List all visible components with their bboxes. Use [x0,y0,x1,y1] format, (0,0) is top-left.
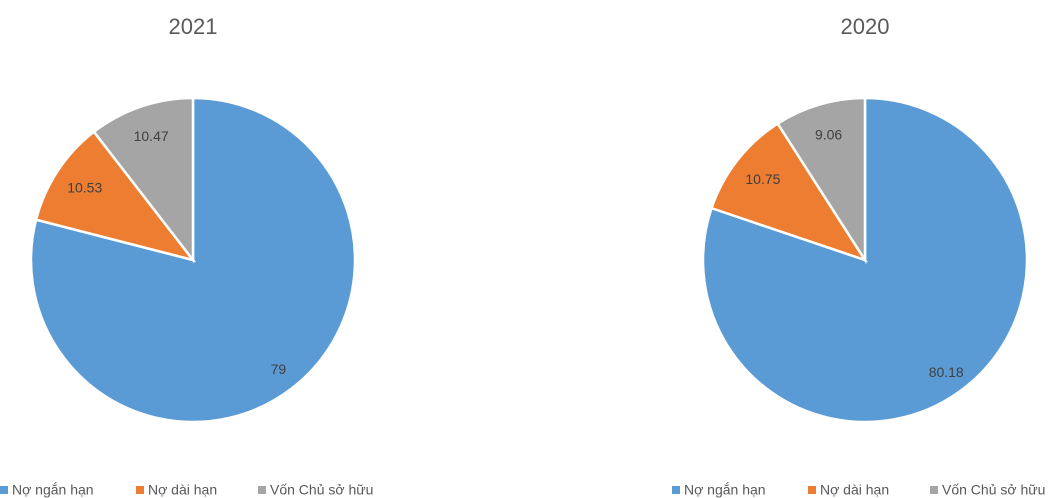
legend-swatch [136,486,144,494]
legend-label: Vốn Chủ sở hữu [270,482,373,498]
data-label: 10.53 [67,179,102,195]
data-label: 10.47 [134,128,169,144]
pie-slice [92,96,195,264]
pie-slice [775,96,867,265]
legend-swatch [0,486,8,494]
chart-title: 2021 [169,14,218,39]
pie-slice [34,130,197,263]
data-label: 9.06 [815,126,842,142]
legend-swatch [930,486,938,494]
legend-swatch [258,486,266,494]
legend-label: Nợ dài hạn [820,482,889,498]
chart-title: 2020 [841,14,890,39]
data-label: 79 [271,361,287,377]
data-label: 10.75 [745,171,780,187]
legend-swatch [672,486,680,494]
legend-label: Nợ ngắn hạn [684,482,766,498]
legend-label: Nợ ngắn hạn [12,482,94,498]
legend-swatch [808,486,816,494]
pie-slice [709,121,868,263]
legend-label: Nợ dài hạn [148,482,217,498]
legend-label: Vốn Chủ sở hữu [942,482,1045,498]
data-label: 80.18 [929,364,964,380]
